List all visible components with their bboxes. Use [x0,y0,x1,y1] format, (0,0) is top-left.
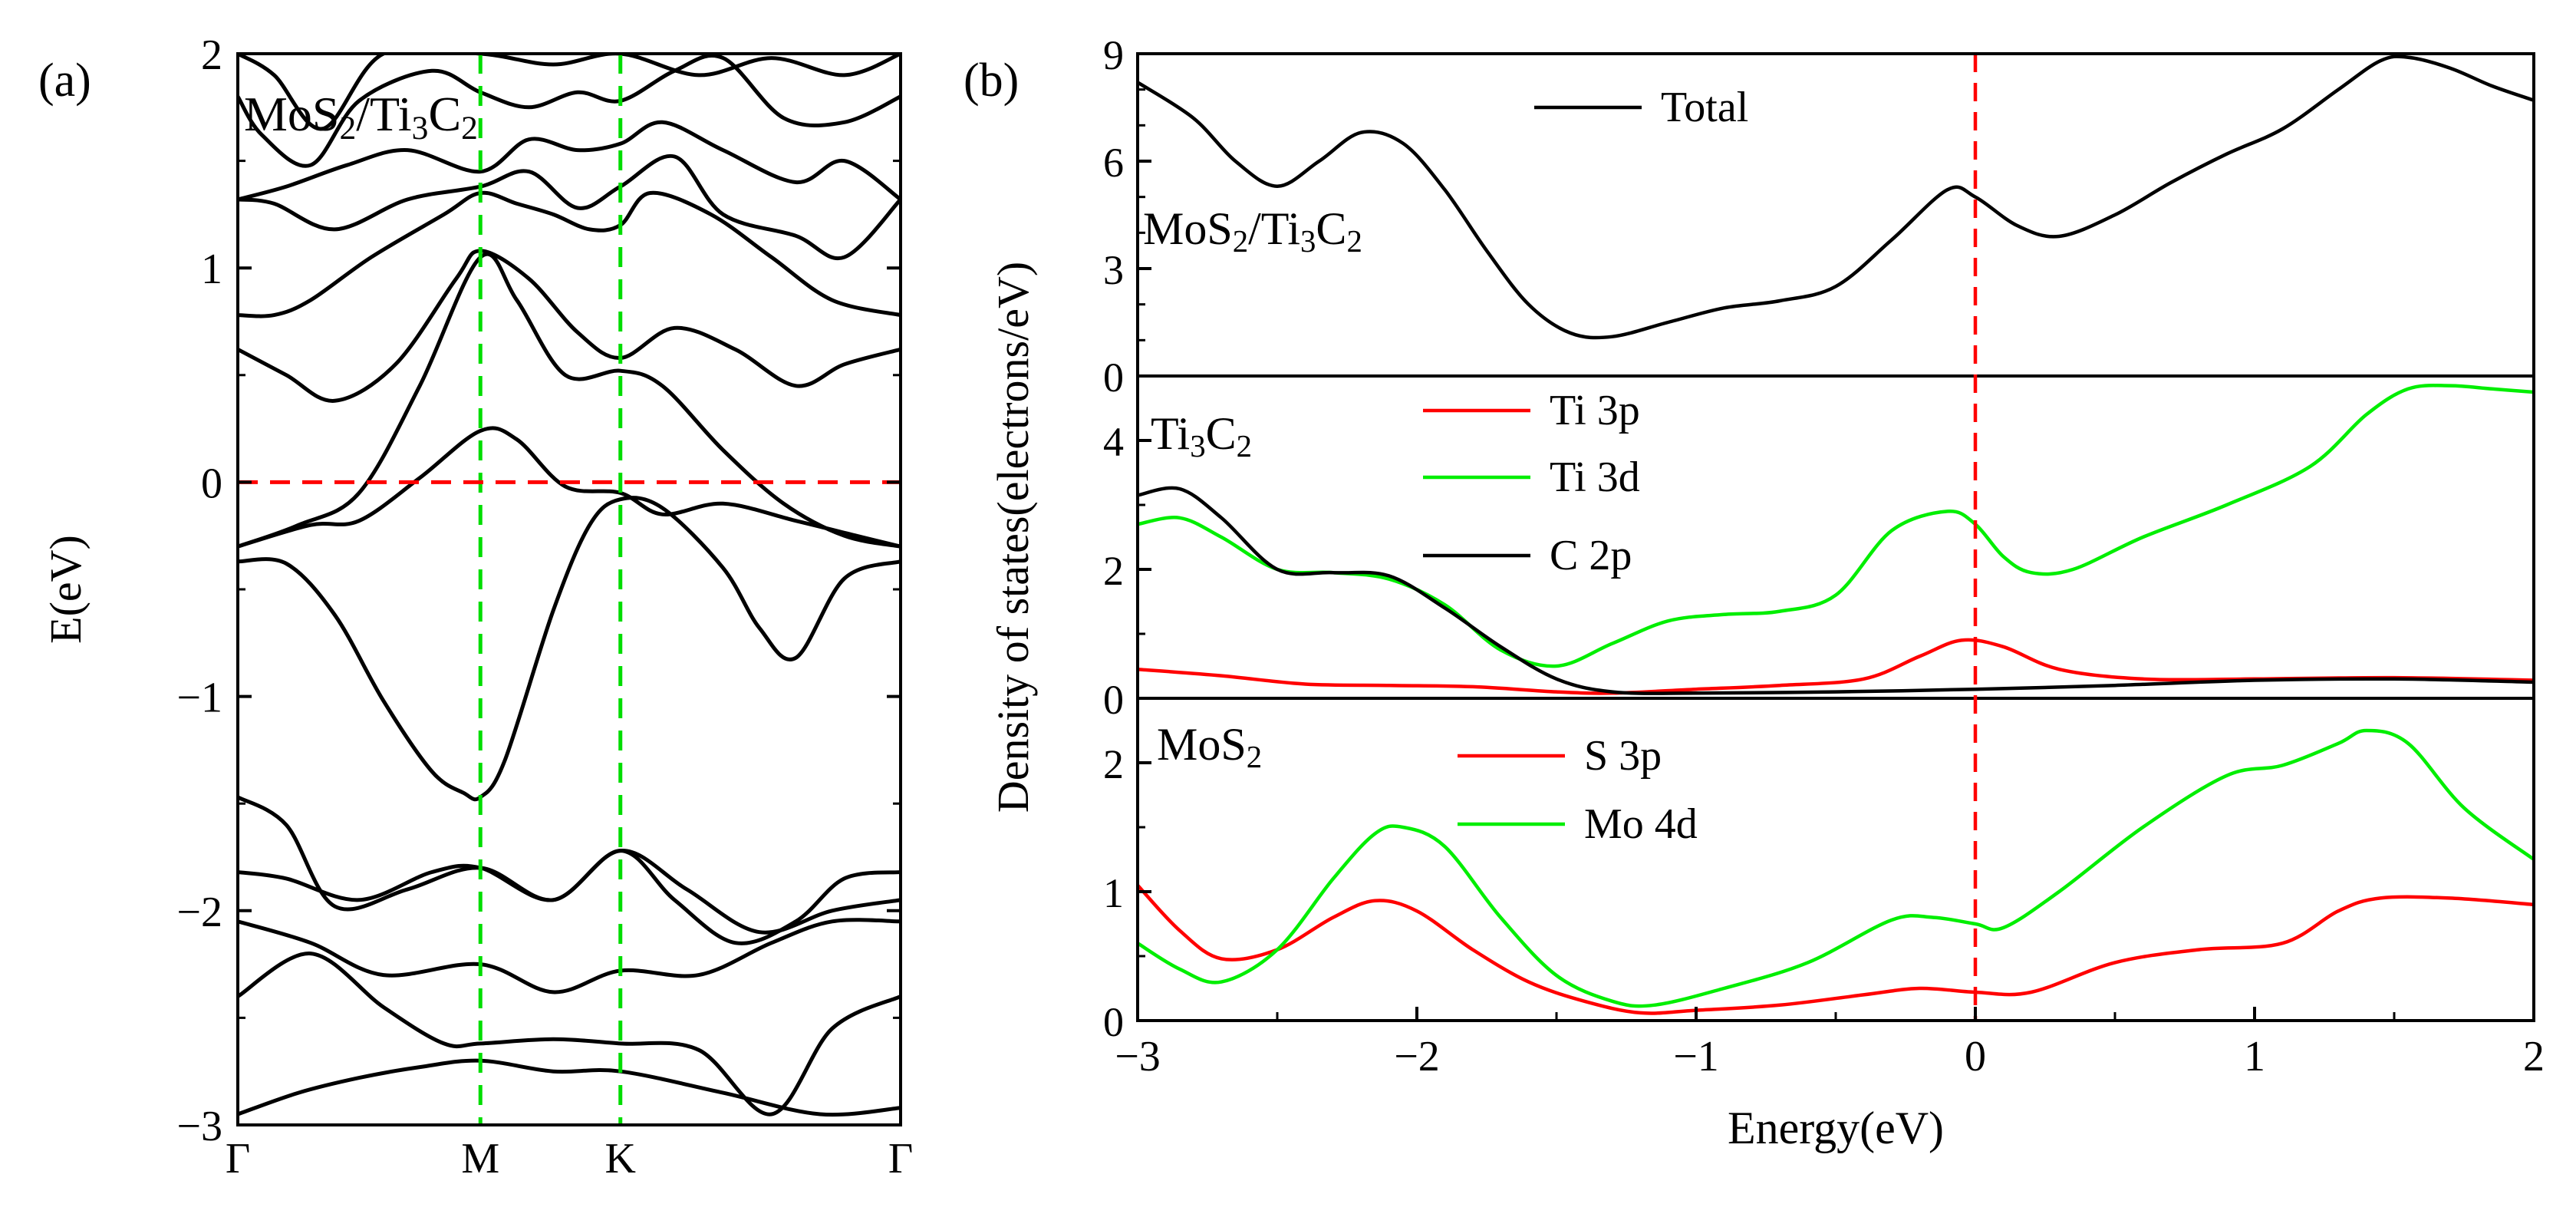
text-segment: MoS [1143,203,1233,254]
dos-panel-label: MoS2 [1157,719,1262,774]
text-segment: C [1316,203,1346,254]
y-axis-label-a: E(eV) [41,535,91,644]
plot-frame-b [1136,52,2535,1022]
kpoint-label: Γ [888,1135,913,1182]
band-line-1 [238,952,901,1117]
y-tick-label: 0 [1103,999,1124,1045]
x-tick-label: −3 [1115,1033,1161,1080]
band-line-5 [238,496,901,802]
x-tick-label: −1 [1673,1033,1719,1080]
x-tick-label: 0 [1965,1033,1986,1080]
y-tick-label: −3 [176,1103,222,1150]
panel-label-a: (a) [38,54,91,107]
text-segment: Ti [1151,408,1190,459]
legend-label: C 2p [1550,532,1632,579]
dos-curve-mo-4d [1138,728,2534,1008]
subscript: 3 [1190,429,1205,463]
band-line-8 [238,249,901,403]
subscript: 2 [1346,224,1362,259]
y-tick-label: 3 [1103,247,1124,293]
band-line-10 [238,153,901,261]
bands-group [238,54,901,1117]
text-segment: C [428,87,461,141]
x-tick-label: 2 [2523,1033,2545,1080]
dos-curve-ti-3p [1138,638,2534,695]
x-axis-label-b: Energy(eV) [1728,1103,1944,1153]
band-line-6 [238,426,901,549]
subscript: 2 [1247,740,1262,774]
y-tick-label: −1 [176,675,222,722]
text-segment: MoS [244,87,340,141]
text-segment: C [1206,408,1237,459]
kpoint-label: Γ [226,1135,250,1182]
x-tick-label: −2 [1394,1033,1440,1080]
dos-curve-s-3p [1138,884,2534,1015]
subscript: 2 [340,110,357,147]
text-segment: /Ti [1248,203,1300,254]
panel-label-b: (b) [964,54,1019,107]
subscript: 2 [1237,429,1252,463]
panel-title-a: MoS2/Ti3C2 [244,87,478,147]
legend-label: Total [1661,84,1748,131]
y-tick-label: 9 [1103,32,1124,78]
text-segment: MoS [1157,719,1247,770]
y-tick-label: 2 [1103,741,1124,787]
dos-curves [1138,54,2534,340]
dos-curve-total [1138,54,2534,340]
subscript: 3 [1300,224,1316,259]
text-segment: /Ti [356,87,411,141]
y-tick-label: 2 [1103,548,1124,594]
y-tick-label: 1 [201,246,222,293]
y-tick-label: 0 [1103,355,1124,401]
band-line-12 [238,54,901,168]
subscript: 2 [461,110,478,147]
y-tick-label: 1 [1103,870,1124,916]
y-tick-label: −2 [176,889,222,936]
kpoint-label: K [605,1135,636,1182]
band-line-0 [238,1058,901,1117]
dos-curves [1138,728,2534,1015]
y-axis-label-b: Density of states(electrons/eV) [988,262,1038,813]
subscript: 3 [412,110,429,147]
dos-curves [1138,384,2534,695]
band-line-13 [238,54,901,131]
y-tick-label: 0 [201,460,222,507]
band-line-11 [238,120,901,202]
legend-label: Ti 3d [1550,454,1640,501]
band-line-4 [238,795,901,935]
legend-label: Mo 4d [1584,800,1698,848]
y-tick-label: 0 [1103,677,1124,723]
y-tick-label: 4 [1103,419,1124,465]
y-tick-label: 6 [1103,140,1124,186]
band-line-7 [238,252,901,549]
band-line-2 [238,918,901,994]
legend-label: Ti 3p [1550,387,1640,434]
y-tick-label: 2 [201,31,222,79]
dos-curve-c-2p [1138,486,2534,695]
band-line-9 [238,190,901,318]
dos-panel-label: Ti3C2 [1151,408,1252,463]
dos-panel-label: MoS2/Ti3C2 [1143,203,1362,259]
subscript: 2 [1233,224,1248,259]
kpoint-label: M [461,1135,499,1182]
legend-label: S 3p [1584,732,1662,780]
dos-curve-ti-3d [1138,384,2534,668]
x-tick-label: 1 [2244,1033,2265,1080]
